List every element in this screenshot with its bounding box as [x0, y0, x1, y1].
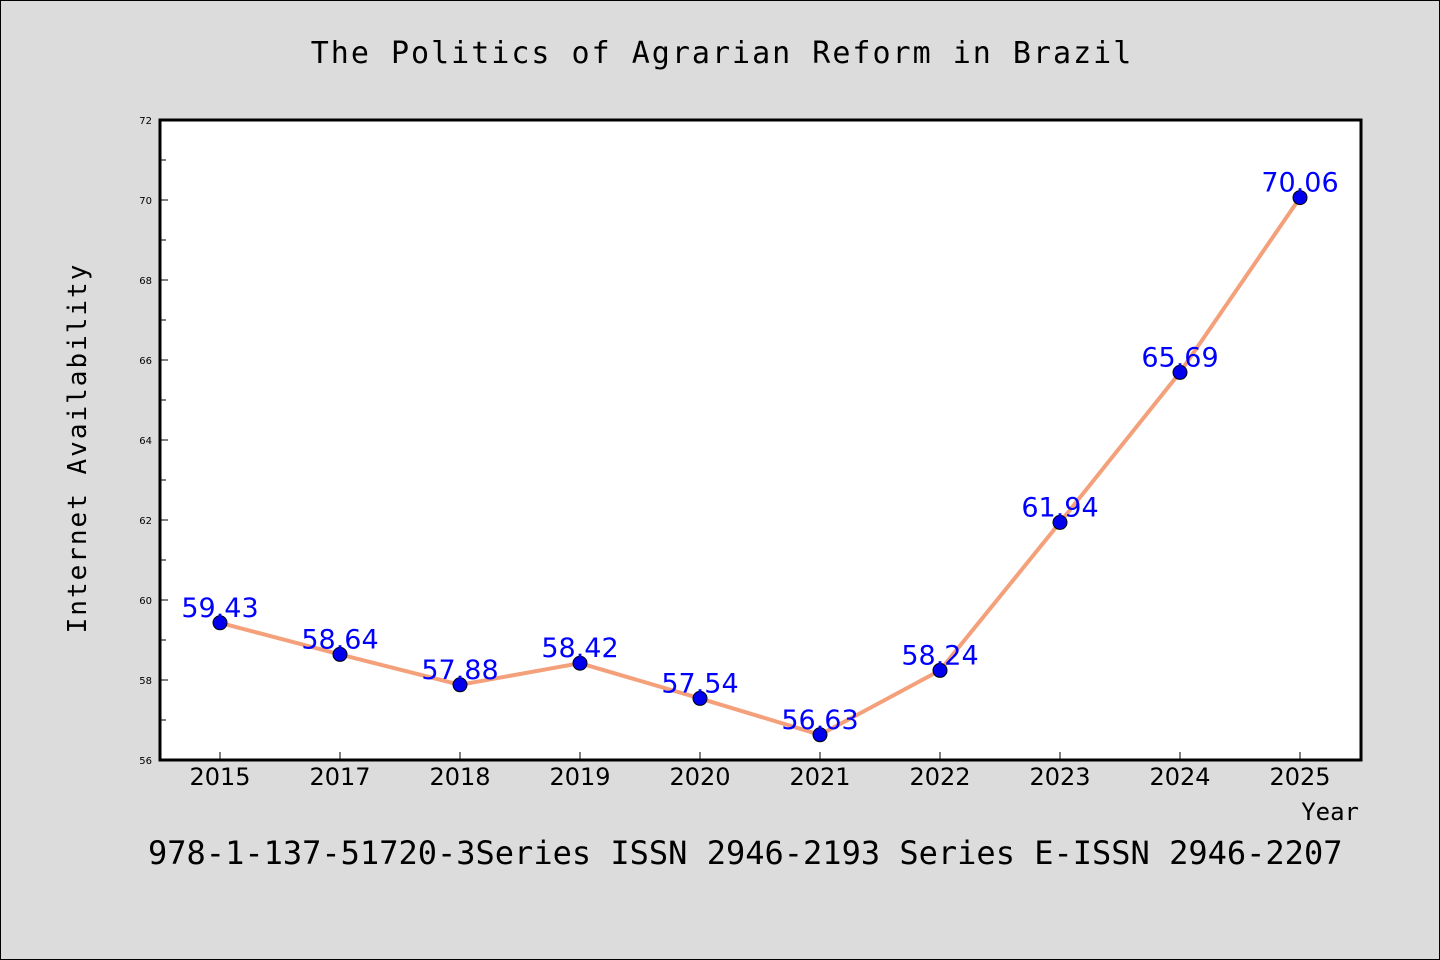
x-tick-label: 2025 [1269, 763, 1330, 791]
data-point-2015 [212, 615, 228, 631]
footer-isbn-text: 978-1-137-51720-3Series ISSN 2946-2193 S… [148, 834, 1342, 872]
data-label-2020: 57.54 [661, 668, 738, 699]
data-point-2024 [1172, 364, 1188, 380]
data-label-2015: 59.43 [181, 593, 258, 624]
x-axis-label: Year [1301, 798, 1359, 826]
x-tick-label: 2015 [189, 763, 250, 791]
y-tick-label: 68 [139, 276, 152, 287]
data-label-2025: 70.06 [1261, 168, 1338, 199]
x-tick-label: 2017 [309, 763, 370, 791]
data-point-2020 [692, 690, 708, 706]
y-tick-label: 72 [139, 116, 152, 127]
data-point-2018 [452, 677, 468, 693]
data-markers [212, 190, 1308, 743]
data-label-2024: 65.69 [1141, 342, 1218, 373]
x-tick-label: 2018 [429, 763, 490, 791]
data-label-2018: 57.88 [421, 655, 498, 686]
data-label-2017: 58.64 [301, 624, 378, 655]
plot-area [158, 118, 1363, 762]
x-tick-label: 2022 [909, 763, 970, 791]
data-label-2021: 56.63 [781, 705, 858, 736]
x-tick-label: 2023 [1029, 763, 1090, 791]
series-line-group [218, 195, 1302, 737]
x-tick-label: 2021 [789, 763, 850, 791]
data-point-2025 [1292, 190, 1308, 206]
y-tick-label: 56 [139, 756, 152, 767]
x-tick-label: 2020 [669, 763, 730, 791]
data-point-2017 [332, 646, 348, 662]
x-tick-label: 2024 [1149, 763, 1210, 791]
data-label-2022: 58.24 [901, 640, 978, 671]
data-point-2023 [1052, 514, 1068, 530]
series-line [218, 195, 1302, 737]
y-tick-label: 62 [139, 516, 152, 527]
y-tick-label: 60 [139, 596, 152, 607]
y-tick-label: 64 [139, 436, 152, 447]
data-label-2019: 58.42 [541, 633, 618, 664]
y-tick-label: 58 [139, 676, 152, 687]
data-point-2019 [572, 655, 588, 671]
y-ticks: 56 58 60 62 64 66 68 70 72 [139, 116, 168, 767]
data-point-2021 [812, 727, 828, 743]
x-tick-label: 2019 [549, 763, 610, 791]
y-tick-label: 70 [139, 196, 152, 207]
data-point-2022 [932, 662, 948, 678]
data-label-2023: 61.94 [1021, 492, 1098, 523]
data-labels: 59.43 58.64 57.88 58.42 57.54 56.63 58.24 61.94… [181, 168, 1338, 736]
y-tick-label: 66 [139, 356, 152, 367]
chart-title: The Politics of Agrarian Reform in Brazi… [311, 36, 1134, 71]
y-axis-label: Internet Availability [63, 263, 93, 634]
x-ticks: 2015 2017 2018 2019 2020 2021 2022 2023 2024 2025 [189, 752, 1331, 791]
